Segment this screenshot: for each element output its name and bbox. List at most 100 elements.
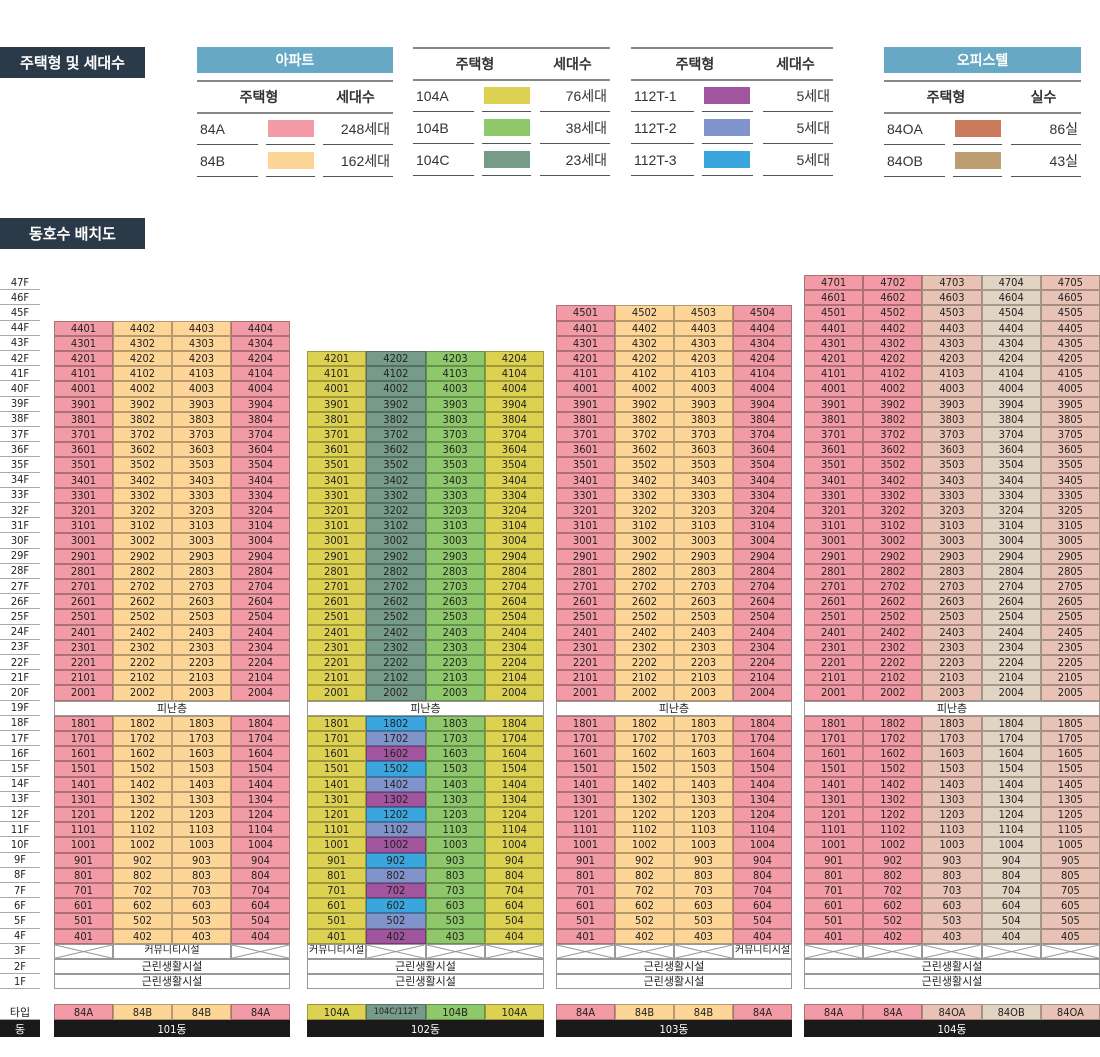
legend-header-count: 세대수 <box>336 88 375 105</box>
unit-cell: 3402 <box>366 472 426 488</box>
retail-facility: 근린생활시설 <box>54 974 290 990</box>
community-facility: 커뮤니티시설 <box>733 943 792 959</box>
refuge-floor: 피난층 <box>54 700 290 716</box>
unit-cell: 4104 <box>231 366 290 382</box>
unit-cell: 2104 <box>231 670 290 686</box>
empty-cross-icon <box>55 945 112 958</box>
unit-cell: 2305 <box>1040 639 1100 655</box>
unit-cell: 3401 <box>556 472 615 488</box>
unit-cell: 1103 <box>674 822 733 838</box>
legend-color-swatch <box>484 119 530 136</box>
unit-cell: 2002 <box>113 685 172 701</box>
unit-cell: 1702 <box>113 731 172 747</box>
unit-cell: 3403 <box>172 472 231 488</box>
unit-cell: 2503 <box>674 609 733 625</box>
unit-cell: 1603 <box>172 746 231 762</box>
unit-cell: 1001 <box>804 837 864 853</box>
divider <box>884 80 1081 82</box>
unit-cell: 901 <box>307 852 367 868</box>
unit-cell: 4601 <box>804 290 864 306</box>
unit-cell: 2402 <box>366 624 426 640</box>
unit-cell: 2802 <box>615 563 674 579</box>
unit-cell: 1003 <box>425 837 485 853</box>
divider <box>884 144 945 145</box>
floor-label: 3F <box>0 944 40 959</box>
unit-cell: 1501 <box>54 761 113 777</box>
unit-cell: 1502 <box>366 761 426 777</box>
type-label: 104C/112T <box>366 1004 426 1020</box>
unit-cell: 1201 <box>54 807 113 823</box>
legend-type-name: 84OA <box>887 120 923 137</box>
empty-cross-icon <box>367 945 424 958</box>
unit-cell: 3001 <box>307 533 367 549</box>
unit-cell: 701 <box>804 883 864 899</box>
unit-cell: 4401 <box>556 320 615 336</box>
unit-cell: 2904 <box>231 548 290 564</box>
divider <box>953 144 1002 145</box>
unit-cell: 3502 <box>113 457 172 473</box>
unit-cell: 4003 <box>674 381 733 397</box>
unit-cell: 1002 <box>366 837 426 853</box>
unit-cell: 404 <box>484 928 544 944</box>
unit-cell: 3801 <box>804 411 864 427</box>
unit-cell: 1503 <box>674 761 733 777</box>
unit-cell: 405 <box>1040 928 1100 944</box>
unit-cell: 2503 <box>922 609 982 625</box>
unit-cell: 3801 <box>54 411 113 427</box>
unit-cell: 1604 <box>981 746 1041 762</box>
unit-cell: 2804 <box>484 563 544 579</box>
empty-cell <box>366 943 426 959</box>
unit-cell: 2603 <box>674 594 733 610</box>
divider <box>323 144 393 145</box>
empty-cross-icon <box>1042 945 1099 958</box>
unit-cell: 403 <box>674 928 733 944</box>
unit-cell: 4101 <box>556 366 615 382</box>
unit-cell: 2204 <box>981 655 1041 671</box>
unit-cell: 3004 <box>484 533 544 549</box>
unit-cell: 702 <box>863 883 923 899</box>
unit-cell: 2003 <box>425 685 485 701</box>
unit-cell: 3304 <box>981 487 1041 503</box>
unit-cell: 2503 <box>425 609 485 625</box>
unit-cell: 1202 <box>113 807 172 823</box>
unit-cell: 1201 <box>804 807 864 823</box>
unit-cell: 3402 <box>615 472 674 488</box>
legend-type-name: 104A <box>416 87 449 104</box>
unit-cell: 1203 <box>172 807 231 823</box>
unit-cell: 3204 <box>733 503 792 519</box>
unit-cell: 1002 <box>863 837 923 853</box>
unit-cell: 3802 <box>113 411 172 427</box>
unit-cell: 502 <box>366 913 426 929</box>
unit-cell: 1403 <box>425 776 485 792</box>
unit-cell: 3803 <box>674 411 733 427</box>
unit-cell: 1701 <box>804 731 864 747</box>
unit-cell: 2202 <box>863 655 923 671</box>
unit-cell: 4004 <box>733 381 792 397</box>
unit-cell: 3904 <box>981 396 1041 412</box>
unit-cell: 3301 <box>804 487 864 503</box>
unit-cell: 2801 <box>556 563 615 579</box>
unit-cell: 2604 <box>484 594 544 610</box>
unit-cell: 3703 <box>674 427 733 443</box>
unit-cell: 2004 <box>733 685 792 701</box>
unit-cell: 2202 <box>366 655 426 671</box>
unit-cell: 1203 <box>922 807 982 823</box>
unit-cell: 3401 <box>307 472 367 488</box>
unit-cell: 1704 <box>231 731 290 747</box>
unit-cell: 3102 <box>366 518 426 534</box>
unit-cell: 4304 <box>981 335 1041 351</box>
unit-cell: 604 <box>981 898 1041 914</box>
unit-cell: 1505 <box>1040 761 1100 777</box>
legend-color-swatch <box>268 120 314 137</box>
unit-cell: 804 <box>981 867 1041 883</box>
unit-cell: 4401 <box>54 320 113 336</box>
floor-label: 13F <box>0 792 40 807</box>
unit-cell: 3603 <box>172 442 231 458</box>
unit-cell: 602 <box>113 898 172 914</box>
unit-cell: 1002 <box>113 837 172 853</box>
unit-cell: 2103 <box>425 670 485 686</box>
divider <box>413 143 474 144</box>
legend-type-name: 112T-3 <box>634 151 677 168</box>
unit-cell: 1004 <box>484 837 544 853</box>
unit-cell: 3503 <box>425 457 485 473</box>
